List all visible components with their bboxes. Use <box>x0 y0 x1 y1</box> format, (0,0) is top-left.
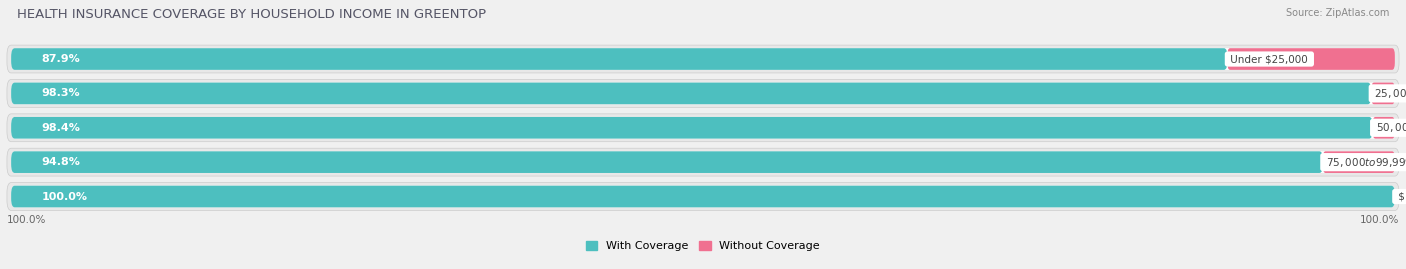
Text: 98.3%: 98.3% <box>42 89 80 98</box>
FancyBboxPatch shape <box>11 151 1395 173</box>
Text: HEALTH INSURANCE COVERAGE BY HOUSEHOLD INCOME IN GREENTOP: HEALTH INSURANCE COVERAGE BY HOUSEHOLD I… <box>17 8 486 21</box>
Text: 87.9%: 87.9% <box>42 54 80 64</box>
FancyBboxPatch shape <box>7 45 1399 73</box>
FancyBboxPatch shape <box>11 186 1395 207</box>
FancyBboxPatch shape <box>7 148 1399 176</box>
FancyBboxPatch shape <box>11 151 1323 173</box>
Text: 100.0%: 100.0% <box>7 215 46 225</box>
FancyBboxPatch shape <box>11 186 1395 207</box>
Text: 100.0%: 100.0% <box>42 192 87 201</box>
FancyBboxPatch shape <box>11 83 1371 104</box>
Text: 98.4%: 98.4% <box>42 123 80 133</box>
Text: $75,000 to $99,999: $75,000 to $99,999 <box>1323 156 1406 169</box>
Legend: With Coverage, Without Coverage: With Coverage, Without Coverage <box>582 236 824 256</box>
FancyBboxPatch shape <box>11 83 1395 104</box>
FancyBboxPatch shape <box>7 183 1399 210</box>
FancyBboxPatch shape <box>7 79 1399 107</box>
FancyBboxPatch shape <box>1371 83 1395 104</box>
Text: 94.8%: 94.8% <box>42 157 80 167</box>
Text: 100.0%: 100.0% <box>1360 215 1399 225</box>
FancyBboxPatch shape <box>11 48 1395 70</box>
FancyBboxPatch shape <box>7 114 1399 142</box>
FancyBboxPatch shape <box>11 48 1227 70</box>
Text: Source: ZipAtlas.com: Source: ZipAtlas.com <box>1285 8 1389 18</box>
FancyBboxPatch shape <box>1372 117 1395 139</box>
FancyBboxPatch shape <box>1227 48 1395 70</box>
FancyBboxPatch shape <box>1323 151 1395 173</box>
Text: $25,000 to $49,999: $25,000 to $49,999 <box>1371 87 1406 100</box>
FancyBboxPatch shape <box>11 117 1372 139</box>
Text: $100,000 and over: $100,000 and over <box>1395 192 1406 201</box>
Text: $50,000 to $74,999: $50,000 to $74,999 <box>1372 121 1406 134</box>
Text: Under $25,000: Under $25,000 <box>1227 54 1312 64</box>
FancyBboxPatch shape <box>11 117 1395 139</box>
